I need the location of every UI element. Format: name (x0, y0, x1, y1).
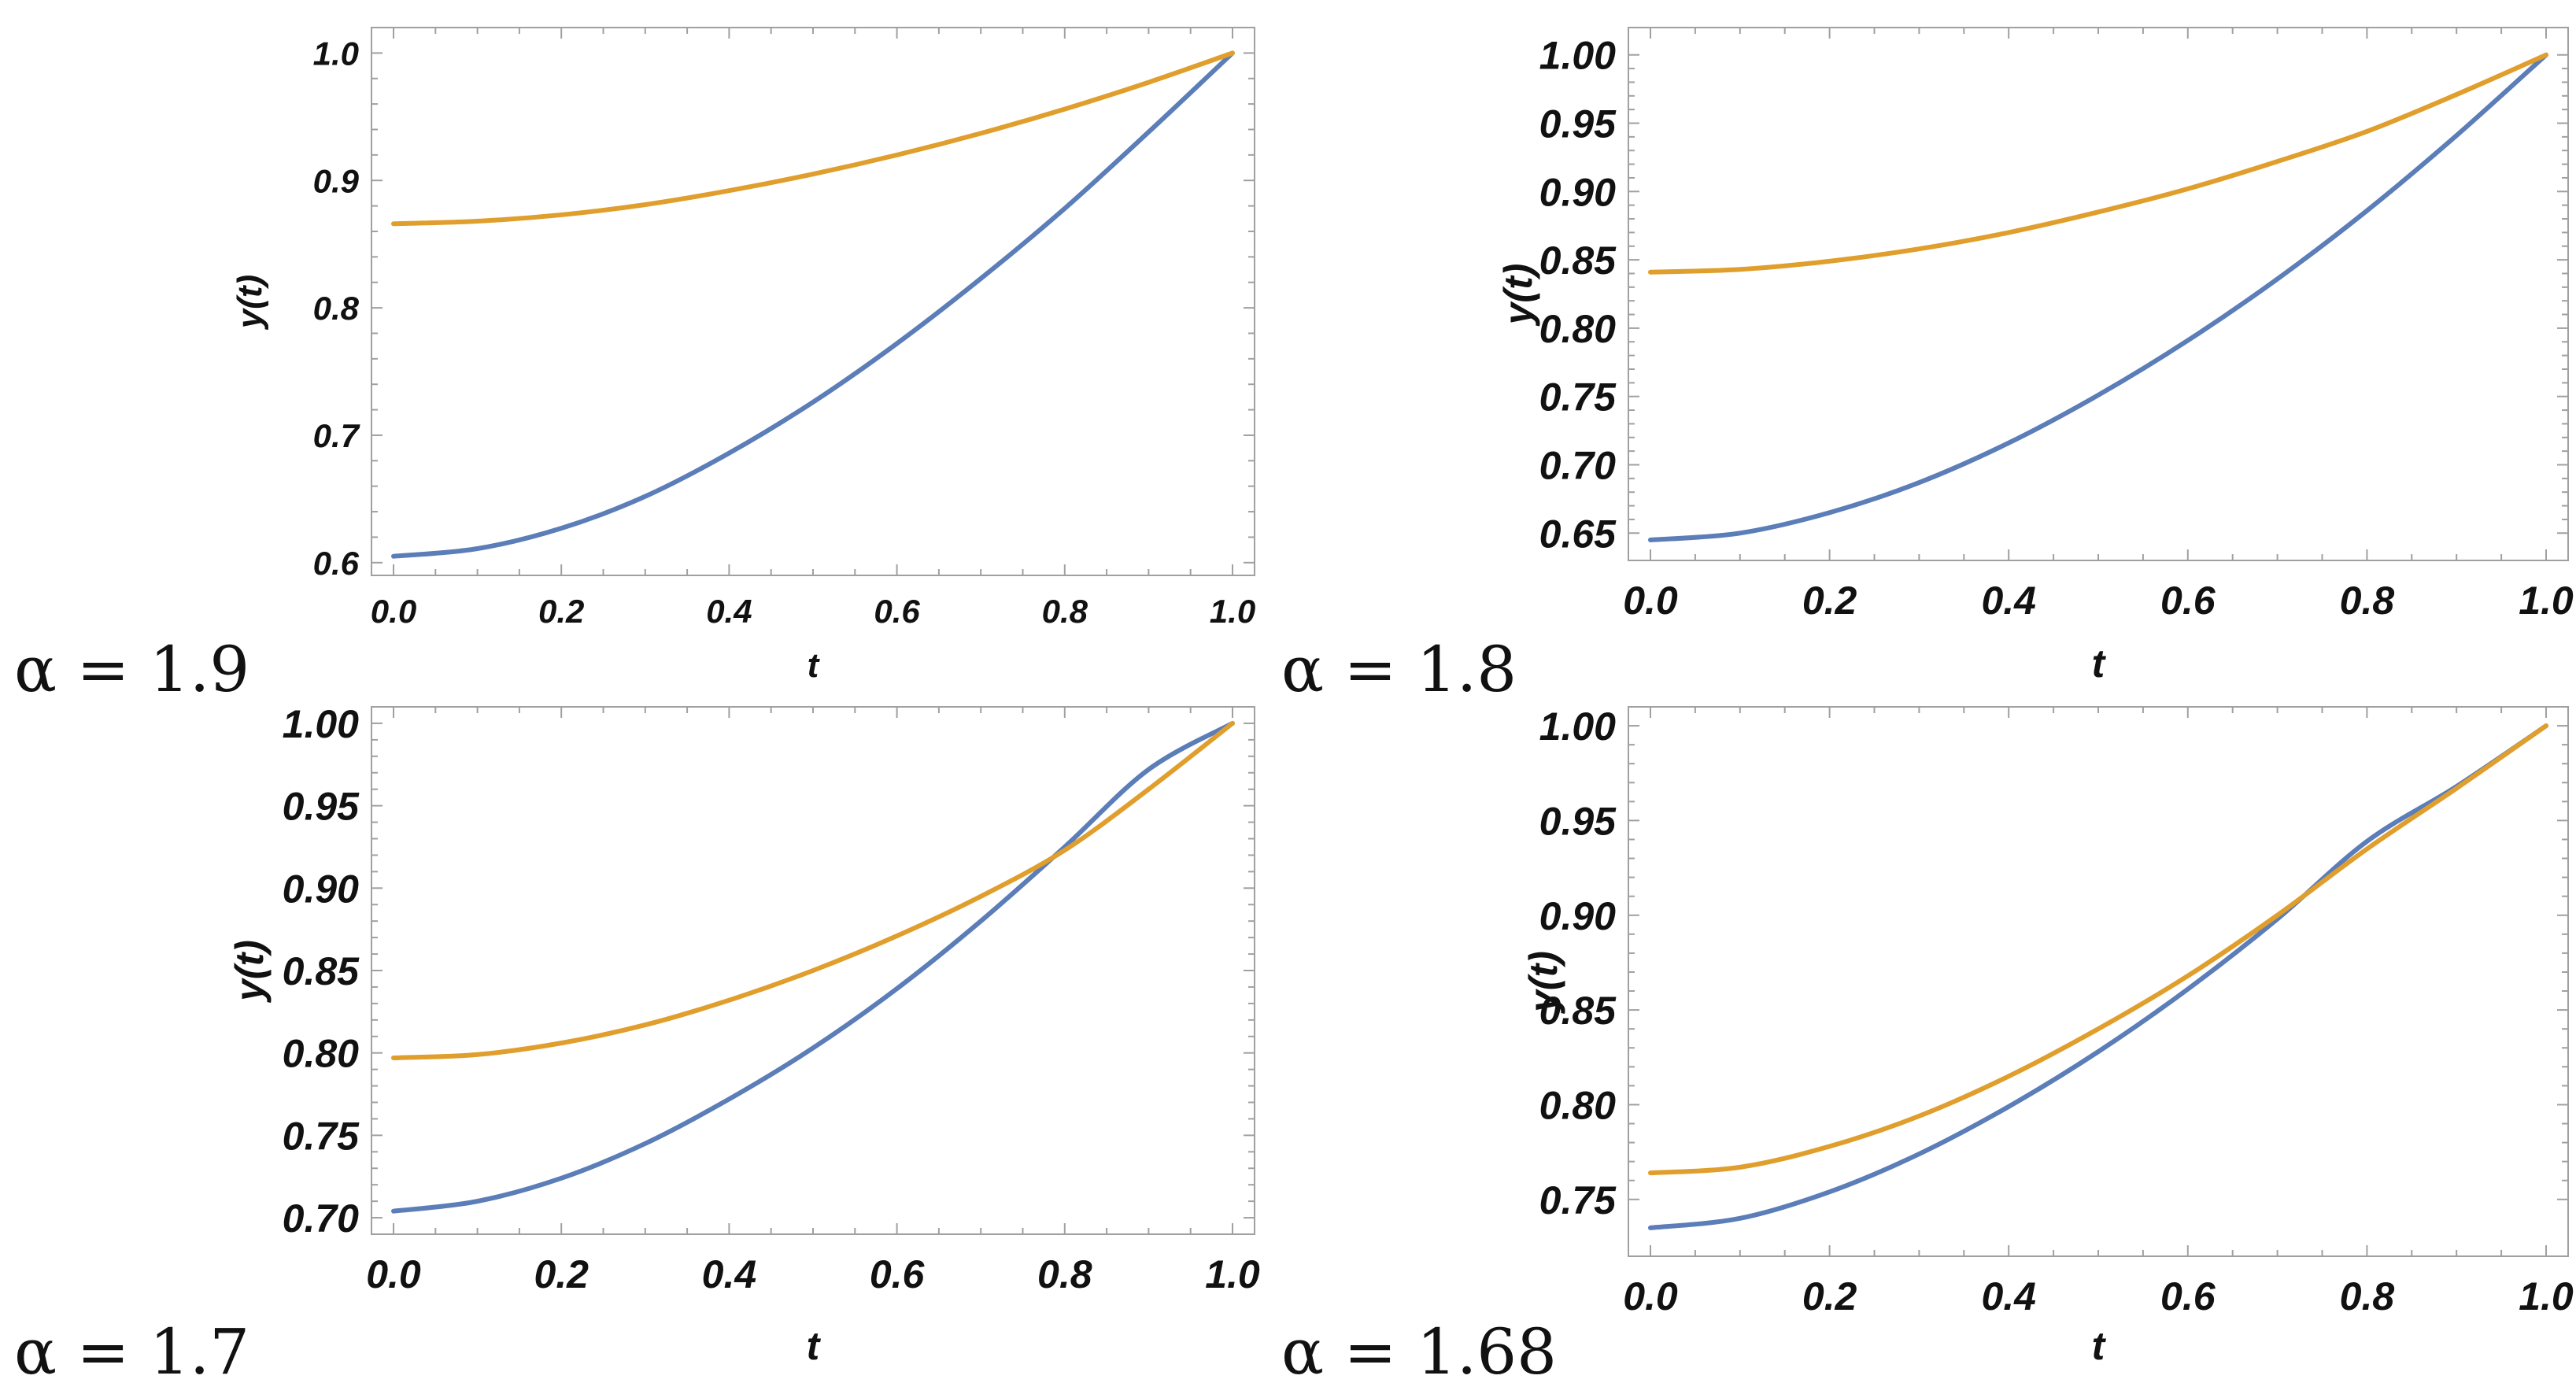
chart-panel-4: 0.0 0.2 0.4 0.6 0.8 1.0 0.75 0.80 0.85 0.90 0.95 1.… (1281, 704, 2574, 1388)
alpha-caption: α = 1.68 (1281, 1315, 1557, 1388)
y-tick-label: 0.75 (283, 1114, 360, 1158)
plot-frame (371, 27, 1255, 576)
y-tick-label: 0.75 (1539, 1178, 1617, 1222)
x-tick-label: 0.6 (870, 1252, 926, 1296)
series-2-line (1648, 52, 2548, 275)
alpha-caption: α = 1.8 (1281, 633, 1517, 706)
y-tick-label: 0.90 (1539, 170, 1617, 214)
x-tick-label: 0.2 (534, 1252, 589, 1296)
x-tick-label: 0.8 (1037, 1252, 1092, 1296)
x-tick-label: 0.8 (2340, 579, 2395, 623)
y-tick-label: 0.95 (1539, 799, 1617, 843)
y-tick-label: 0.70 (1539, 443, 1617, 487)
y-tick-label: 0.80 (1539, 307, 1617, 351)
y-tick-label: 0.7 (313, 417, 360, 454)
x-tick-label: 0.0 (1623, 579, 1678, 623)
series-1-line (391, 50, 1235, 559)
plot-frame (1628, 706, 2569, 1257)
series-1-line (1648, 723, 2548, 1230)
y-tick-label: 0.8 (313, 290, 360, 327)
chart-panel-2: 0.0 0.2 0.4 0.6 0.8 1.0 0.65 0.70 0.75 0.80 0.85 0.… (1281, 27, 2574, 706)
y-axis-label: y(t) (227, 940, 272, 1004)
chart-panel-3: 0.0 0.2 0.4 0.6 0.8 1.0 0.70 0.75 0.80 0.85 0.90 0.… (14, 702, 1260, 1388)
x-tick-label: 0.0 (371, 593, 416, 630)
x-tick-label: 0.4 (706, 593, 752, 630)
x-tick-label: 0.4 (1981, 579, 2036, 623)
x-tick-label: 0.4 (702, 1252, 757, 1296)
y-tick-label: 0.85 (1539, 989, 1617, 1033)
x-tick-label: 0.2 (1802, 579, 1857, 623)
x-tick-label: 0.4 (1981, 1274, 2036, 1318)
chart-panel-1: 0.0 0.2 0.4 0.6 0.8 1.0 0.6 0.7 0.8 0.9 1.0 t y(t) α … (14, 27, 1255, 706)
y-tick-label: 1.00 (1539, 704, 1617, 749)
x-tick-label: 1.0 (1210, 593, 1255, 630)
y-tick-label: 1.00 (1539, 34, 1617, 78)
y-tick-label: 0.85 (283, 949, 360, 993)
x-axis-label: t (807, 1324, 822, 1368)
x-tick-label: 0.6 (2160, 579, 2216, 623)
y-tick-label: 0.6 (313, 545, 360, 582)
x-axis-label: t (2092, 1324, 2107, 1368)
x-axis-label: t (808, 646, 821, 685)
x-tick-label: 0.6 (2160, 1274, 2216, 1318)
series-1-line (391, 720, 1235, 1214)
y-tick-label: 0.9 (313, 162, 360, 199)
series-2-line (1648, 723, 2548, 1176)
x-tick-label: 0.2 (538, 593, 584, 630)
y-axis-label: y(t) (231, 275, 269, 330)
x-tick-label: 0.0 (1623, 1274, 1678, 1318)
x-axis-label: t (2092, 642, 2107, 686)
x-tick-label: 0.6 (874, 593, 920, 630)
y-tick-label: 1.00 (283, 702, 360, 746)
x-tick-label: 1.0 (2519, 579, 2574, 623)
y-tick-label: 0.65 (1539, 512, 1617, 556)
y-tick-label: 0.95 (1539, 102, 1617, 146)
series-2-line (391, 720, 1235, 1060)
x-tick-label: 0.2 (1802, 1274, 1857, 1318)
y-tick-label: 0.75 (1539, 375, 1617, 420)
y-tick-label: 0.80 (283, 1032, 360, 1076)
y-tick-label: 0.90 (283, 867, 360, 911)
x-tick-label: 0.0 (366, 1252, 421, 1296)
y-tick-label: 0.90 (1539, 894, 1617, 938)
x-tick-label: 0.8 (2340, 1274, 2395, 1318)
y-tick-label: 1.0 (313, 35, 359, 72)
alpha-caption: α = 1.7 (14, 1315, 249, 1388)
alpha-caption: α = 1.9 (14, 633, 249, 706)
x-tick-label: 1.0 (1205, 1252, 1260, 1296)
series-2-line (391, 50, 1235, 227)
y-axis-label: y(t) (1496, 264, 1540, 327)
y-axis-label: y(t) (1521, 951, 1565, 1015)
y-tick-label: 0.95 (283, 785, 360, 829)
y-tick-label: 0.80 (1539, 1083, 1617, 1127)
y-tick-label: 0.85 (1539, 238, 1617, 283)
series-1-line (1648, 52, 2548, 542)
x-tick-label: 1.0 (2519, 1274, 2574, 1318)
x-tick-label: 0.8 (1042, 593, 1088, 630)
y-tick-label: 0.70 (283, 1196, 360, 1241)
